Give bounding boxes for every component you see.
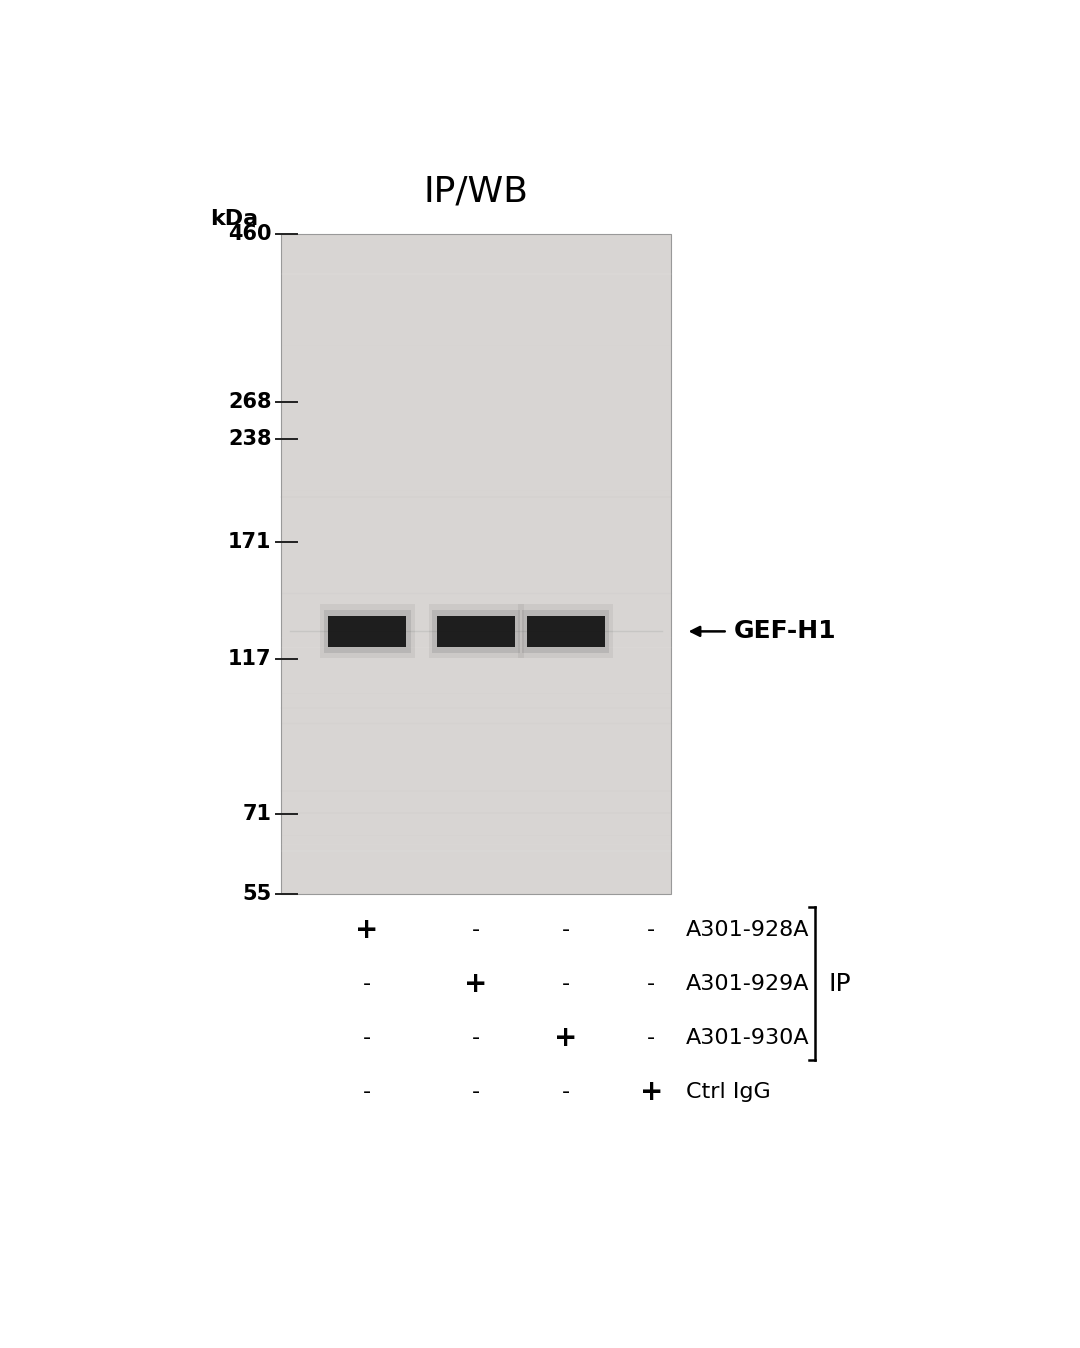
Text: IP: IP [828, 972, 851, 996]
Bar [324, 609, 410, 654]
Text: -: - [472, 1082, 481, 1101]
Bar [437, 616, 515, 647]
Text: A301-929A: A301-929A [686, 973, 809, 993]
Text: IP/WB: IP/WB [423, 174, 528, 209]
Text: -: - [562, 1082, 569, 1101]
Text: 238: 238 [228, 429, 271, 449]
Text: +: + [554, 1023, 578, 1051]
Text: kDa: kDa [211, 209, 258, 229]
Text: 117: 117 [228, 650, 271, 669]
Text: -: - [647, 973, 656, 993]
Text: 268: 268 [228, 392, 271, 412]
Text: +: + [355, 915, 379, 944]
Text: -: - [472, 919, 481, 940]
Text: 55: 55 [242, 883, 271, 903]
Bar [522, 609, 609, 654]
Text: -: - [562, 973, 569, 993]
Bar [429, 604, 524, 658]
Text: +: + [639, 1078, 663, 1105]
Bar [282, 235, 671, 894]
Text: 71: 71 [242, 805, 271, 824]
Bar [320, 604, 415, 658]
Bar [432, 609, 519, 654]
Text: 171: 171 [228, 531, 271, 551]
Text: -: - [363, 1027, 372, 1047]
Text: -: - [647, 919, 656, 940]
Text: -: - [363, 1082, 372, 1101]
Bar [518, 604, 613, 658]
Text: -: - [363, 973, 372, 993]
Text: GEF-H1: GEF-H1 [733, 619, 836, 643]
Bar [328, 616, 406, 647]
Text: Ctrl IgG: Ctrl IgG [686, 1082, 770, 1101]
Text: +: + [464, 969, 488, 998]
Text: A301-928A: A301-928A [686, 919, 809, 940]
Text: A301-930A: A301-930A [686, 1027, 809, 1047]
Text: 460: 460 [228, 224, 271, 244]
Bar [527, 616, 605, 647]
Text: -: - [472, 1027, 481, 1047]
Text: -: - [562, 919, 569, 940]
Text: -: - [647, 1027, 656, 1047]
